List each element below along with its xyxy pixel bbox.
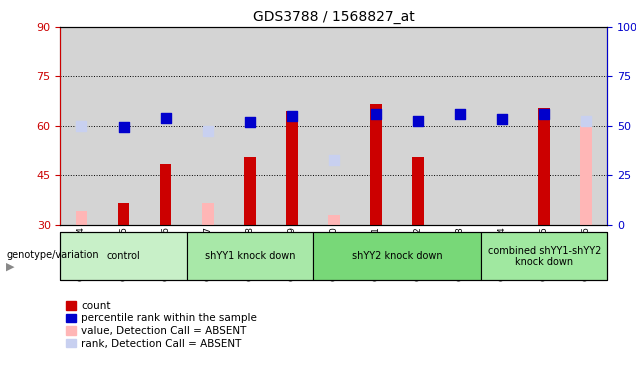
Bar bbox=[118, 203, 129, 225]
Point bbox=[160, 114, 170, 121]
Point bbox=[118, 124, 128, 131]
Point bbox=[413, 118, 423, 124]
Text: genotype/variation: genotype/variation bbox=[6, 250, 99, 260]
Bar bbox=[439, 27, 481, 225]
Point bbox=[287, 113, 297, 119]
Bar bbox=[565, 27, 607, 225]
Point bbox=[329, 157, 339, 164]
Bar bbox=[313, 27, 355, 225]
Text: ▶: ▶ bbox=[6, 262, 15, 272]
Bar bbox=[397, 27, 439, 225]
Bar bbox=[229, 27, 271, 225]
Bar bbox=[76, 212, 87, 225]
Bar bbox=[313, 232, 481, 280]
Point bbox=[203, 127, 213, 134]
Bar bbox=[539, 108, 550, 225]
Bar bbox=[160, 164, 172, 225]
Bar bbox=[581, 126, 592, 225]
Bar bbox=[144, 27, 186, 225]
Bar bbox=[328, 215, 340, 225]
Text: combined shYY1-shYY2
knock down: combined shYY1-shYY2 knock down bbox=[488, 245, 601, 267]
Point bbox=[118, 124, 128, 131]
Text: shYY1 knock down: shYY1 knock down bbox=[205, 251, 295, 262]
Point bbox=[245, 119, 255, 126]
Bar bbox=[186, 232, 313, 280]
Bar bbox=[286, 111, 298, 225]
Text: shYY2 knock down: shYY2 knock down bbox=[352, 251, 442, 262]
Title: GDS3788 / 1568827_at: GDS3788 / 1568827_at bbox=[253, 10, 415, 25]
Bar bbox=[355, 27, 397, 225]
Bar bbox=[60, 27, 102, 225]
Point bbox=[455, 111, 465, 117]
Point bbox=[581, 118, 591, 124]
Legend: count, percentile rank within the sample, value, Detection Call = ABSENT, rank, : count, percentile rank within the sample… bbox=[66, 301, 257, 349]
Bar bbox=[481, 232, 607, 280]
Bar bbox=[186, 27, 229, 225]
Text: control: control bbox=[107, 251, 141, 262]
Point bbox=[371, 111, 381, 117]
Bar bbox=[202, 203, 214, 225]
Bar bbox=[271, 27, 313, 225]
Point bbox=[76, 123, 86, 129]
Point bbox=[539, 111, 550, 117]
Bar bbox=[412, 157, 424, 225]
Bar bbox=[523, 27, 565, 225]
Bar bbox=[370, 104, 382, 225]
Bar bbox=[60, 232, 186, 280]
Bar bbox=[102, 27, 144, 225]
Bar bbox=[244, 157, 256, 225]
Point bbox=[497, 116, 508, 122]
Bar bbox=[481, 27, 523, 225]
